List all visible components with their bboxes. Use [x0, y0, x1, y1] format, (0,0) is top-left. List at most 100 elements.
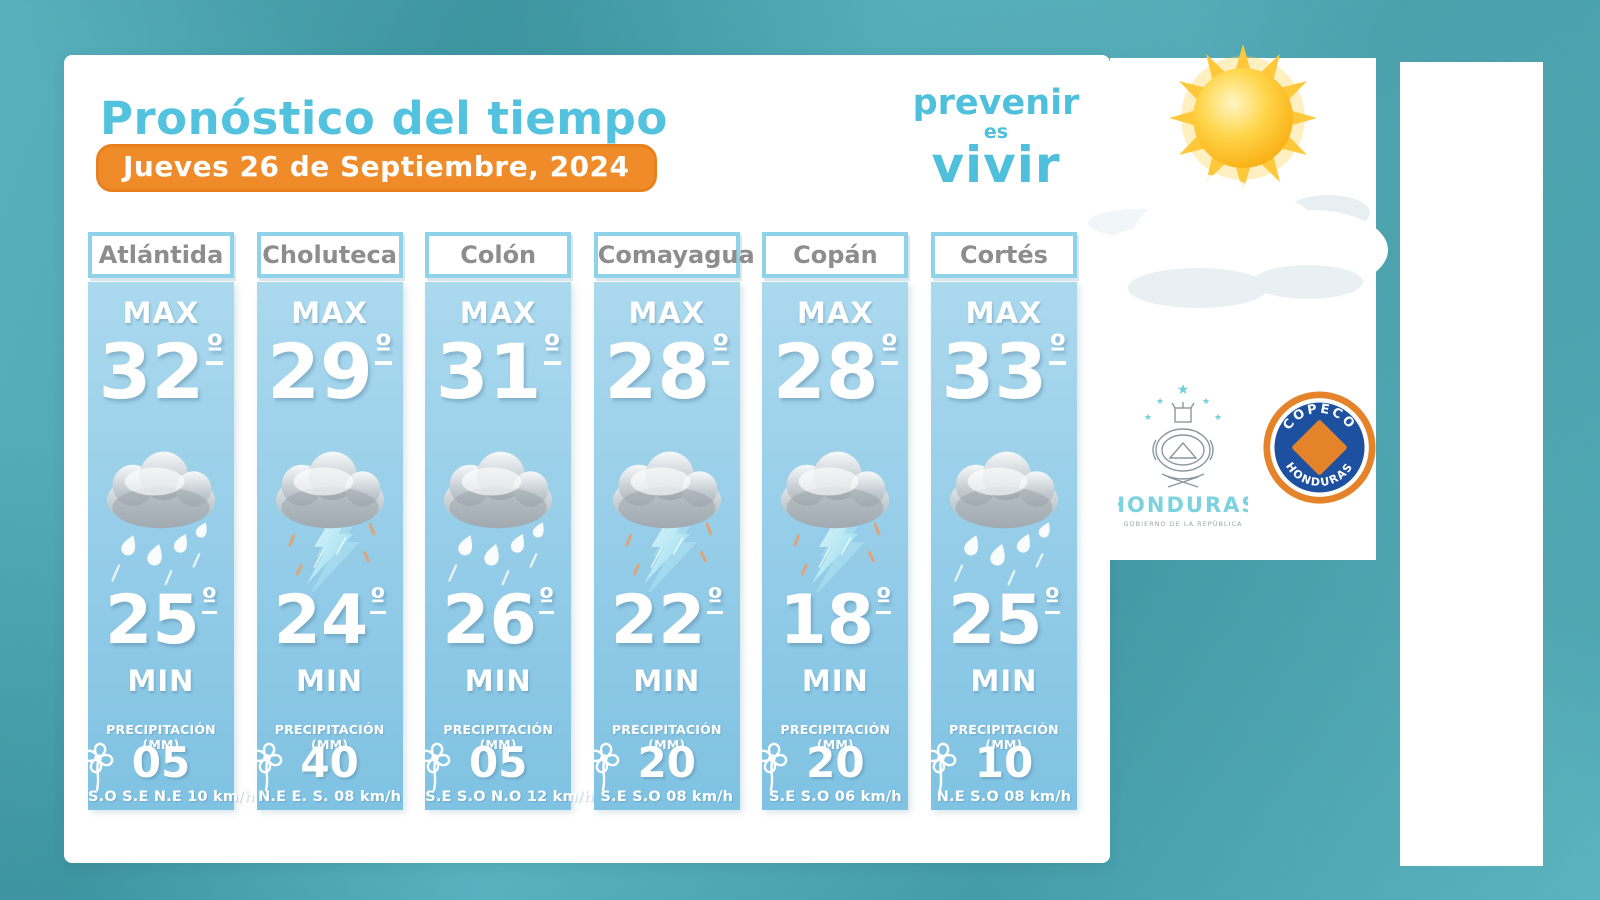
department-name: Comayagua — [593, 232, 755, 278]
copeco-logo: COPECO HONDURAS — [1263, 391, 1376, 504]
max-label: MAX — [459, 296, 537, 330]
degree-symbol: º — [1049, 329, 1067, 366]
svg-text:★: ★ — [1202, 397, 1210, 407]
degree-symbol: º — [880, 329, 898, 366]
department-column: Cortés MAX 33 º — [925, 232, 1077, 810]
min-label: MIN — [127, 664, 195, 698]
max-temp-value: 33 — [941, 327, 1048, 416]
degree-symbol: º — [1044, 583, 1060, 615]
date-badge: Jueves 26 de Septiembre, 2024 — [96, 144, 657, 192]
precipitation-value: 05 — [468, 738, 528, 787]
min-temp-value: 25 — [105, 581, 200, 660]
min-temp-value: 26 — [442, 581, 537, 660]
department-column: Comayagua MAX 28 º — [588, 232, 755, 810]
pinwheel-icon — [419, 742, 451, 792]
pinwheel-icon — [757, 742, 788, 792]
max-temperature: 28 º — [594, 327, 740, 416]
storm-cloud-icon — [257, 442, 403, 599]
department-column: Choluteca MAX 29 º — [251, 232, 403, 810]
max-temperature: 31 º — [425, 327, 571, 416]
max-temp-value: 31 — [435, 327, 542, 416]
degree-symbol: º — [206, 329, 224, 366]
forecast-panel: MAX 28 º — [588, 282, 740, 810]
precipitation-value: 10 — [974, 738, 1034, 787]
max-label: MAX — [291, 296, 368, 330]
forecast-panel: MAX 29 º — [251, 282, 403, 810]
degree-symbol: º — [876, 583, 892, 615]
max-label: MAX — [628, 296, 706, 330]
rain-cloud-icon — [425, 442, 571, 592]
department-columns: Atlántida MAX 32 º — [82, 232, 1077, 810]
forecast-panel: MAX 33 º — [925, 282, 1077, 810]
precipitation-value: 20 — [637, 738, 696, 787]
max-label: MAX — [122, 296, 200, 330]
degree-symbol: º — [712, 329, 730, 366]
precipitation-label: PRECIPITACIÓN (MM) — [949, 722, 1059, 752]
max-temp-value: 28 — [604, 327, 711, 416]
min-temperature: 22 º — [594, 581, 740, 660]
wind-info: N.E E. S. 08 km/h — [258, 789, 402, 805]
min-label: MIN — [633, 664, 701, 698]
degree-symbol: º — [707, 583, 723, 615]
max-temp-value: 29 — [267, 327, 373, 416]
page-title: Pronóstico del tiempo — [100, 92, 668, 145]
sun-clouds-illustration — [1088, 44, 1388, 320]
wind-info: S.E S.O 06 km/h — [768, 789, 902, 805]
min-temp-value: 24 — [273, 581, 369, 660]
svg-text:★: ★ — [1156, 397, 1164, 407]
degree-symbol: º — [374, 329, 393, 366]
max-temp-value: 28 — [772, 327, 879, 416]
min-temp-value: 25 — [947, 581, 1043, 660]
max-temperature: 32 º — [88, 327, 234, 416]
forecast-panel: MAX 28 º — [757, 282, 909, 810]
department-name: Choluteca — [256, 232, 403, 278]
precipitation-label: PRECIPITACIÓN (MM) — [443, 722, 554, 752]
svg-text:HONDURAS: HONDURAS — [1118, 493, 1248, 517]
min-temp-value: 18 — [779, 581, 875, 660]
precipitation-value: 20 — [806, 738, 865, 787]
honduras-logo-subtitle: GOBIERNO DE LA REPÚBLICA — [1124, 519, 1243, 528]
max-temperature: 29 º — [257, 327, 403, 416]
precipitation-label: PRECIPITACIÓN (MM) — [611, 722, 722, 752]
precipitation-label: PRECIPITACIÓN (MM) — [106, 722, 216, 752]
department-name: Colón — [425, 232, 572, 278]
slogan-line1: prevenir — [912, 83, 1080, 123]
wind-info: S.E S.O 08 km/h — [600, 789, 734, 805]
degree-symbol: º — [538, 583, 555, 615]
max-temp-value: 32 — [98, 327, 205, 416]
degree-symbol: º — [543, 329, 561, 366]
min-label: MIN — [464, 664, 532, 698]
max-label: MAX — [965, 296, 1043, 330]
department-name: Atlántida — [88, 232, 234, 278]
svg-text:★: ★ — [1144, 413, 1152, 423]
svg-text:★: ★ — [1177, 382, 1190, 398]
prevenir-es-vivir-logo: prevenir es vivir — [912, 83, 1080, 194]
min-temp-value: 22 — [610, 581, 706, 660]
rain-cloud-icon — [931, 442, 1077, 592]
pinwheel-icon — [82, 742, 114, 792]
wind-info: S.E S.O N.O 12 km/h — [425, 789, 594, 805]
max-temperature: 28 º — [762, 327, 908, 416]
department-column: Colón MAX 31 º — [419, 232, 594, 810]
storm-cloud-icon — [762, 442, 908, 599]
precipitation-value: 40 — [300, 738, 359, 787]
max-temperature: 33 º — [931, 327, 1077, 416]
pinwheel-icon — [588, 742, 620, 792]
max-label: MAX — [797, 296, 874, 330]
min-temperature: 25 º — [931, 581, 1077, 660]
slogan-line3: vivir — [931, 136, 1061, 194]
slogan-line2: es — [983, 121, 1009, 143]
wind-info: S.O S.E N.E 10 km/h — [88, 789, 255, 805]
department-column: Atlántida MAX 32 º — [82, 232, 255, 810]
svg-text:★: ★ — [1214, 413, 1222, 423]
min-label: MIN — [970, 664, 1038, 698]
storm-cloud-icon — [594, 442, 740, 599]
department-name: Cortés — [930, 232, 1077, 278]
rain-cloud-icon — [88, 442, 234, 592]
min-label: MIN — [296, 664, 364, 698]
wind-info: N.E S.O 08 km/h — [936, 789, 1072, 805]
right-white-bar — [1400, 62, 1543, 866]
department-column: Copán MAX 28 º — [757, 232, 909, 810]
min-temperature: 25 º — [88, 581, 234, 660]
department-name: Copán — [762, 232, 909, 278]
